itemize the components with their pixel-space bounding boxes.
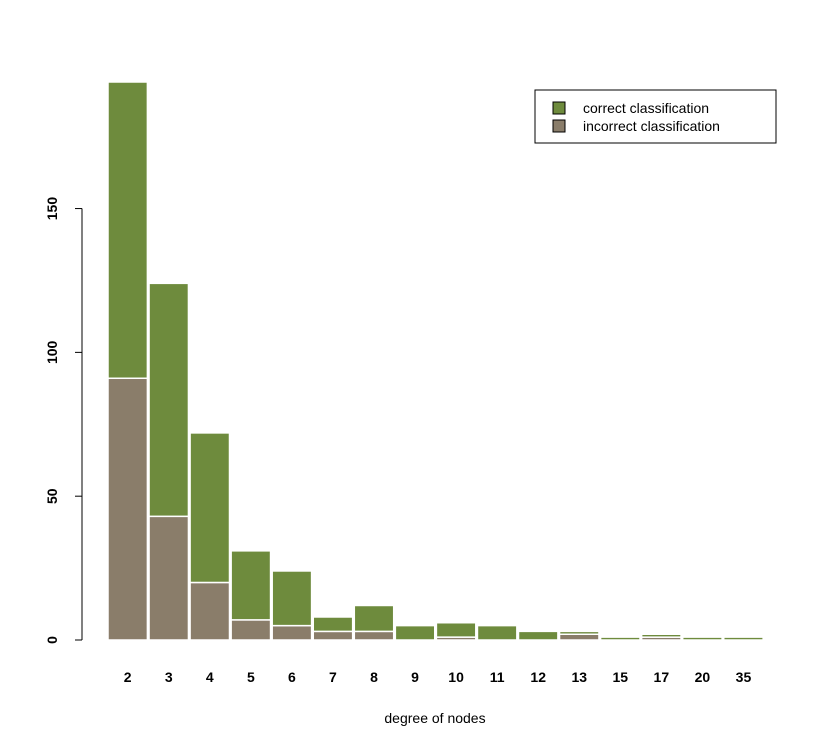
x-tick-label: 5	[247, 669, 255, 685]
bars-group	[107, 81, 764, 641]
bar-incorrect-7	[312, 630, 354, 641]
bar-correct-20	[681, 636, 723, 641]
bar-incorrect-5	[230, 619, 272, 641]
x-tick-label: 6	[288, 669, 296, 685]
bar-correct-13	[558, 630, 600, 635]
bar-correct-2	[107, 81, 149, 380]
bar-incorrect-3	[148, 515, 190, 641]
bar-incorrect-6	[271, 624, 313, 641]
bar-correct-8	[353, 604, 395, 633]
y-tick-label: 100	[44, 340, 60, 364]
bar-correct-4	[189, 432, 231, 584]
x-tick-label: 20	[695, 669, 711, 685]
x-tick-label: 4	[206, 669, 214, 685]
y-tick-label: 50	[44, 488, 60, 504]
bar-correct-11	[476, 624, 518, 641]
x-tick-label: 13	[571, 669, 587, 685]
bar-incorrect-2	[107, 377, 149, 641]
legend-label-incorrect: incorrect classification	[583, 118, 720, 134]
bar-correct-3	[148, 282, 190, 518]
y-ticks: 0 50 100 150	[44, 197, 82, 644]
y-axis: 0 50 100 150	[44, 197, 83, 644]
x-tick-label: 11	[490, 669, 505, 685]
x-tick-label: 17	[654, 669, 670, 685]
x-axis-title: degree of nodes	[384, 710, 485, 726]
legend: correct classification incorrect classif…	[534, 89, 777, 144]
legend-label-correct: correct classification	[583, 100, 709, 116]
x-tick-label: 9	[411, 669, 419, 685]
bar-correct-35	[723, 636, 764, 641]
bar-incorrect-13	[558, 633, 600, 641]
y-tick-label: 150	[44, 197, 60, 221]
bar-correct-5	[230, 550, 272, 621]
bar-correct-15	[599, 636, 641, 641]
x-tick-label: 8	[370, 669, 378, 685]
bar-incorrect-8	[353, 630, 395, 641]
x-tick-label: 12	[530, 669, 546, 685]
legend-swatch-incorrect	[552, 119, 566, 133]
bar-correct-6	[271, 570, 313, 627]
bar-correct-7	[312, 616, 354, 633]
bar-correct-10	[435, 621, 477, 638]
legend-box	[534, 89, 777, 144]
x-tick-label: 2	[124, 669, 132, 685]
bar-correct-17	[640, 633, 682, 638]
x-tick-label: 15	[613, 669, 629, 685]
y-tick-label: 0	[44, 636, 60, 644]
legend-swatch-correct	[552, 101, 566, 115]
bar-correct-12	[517, 630, 559, 641]
x-tick-label: 3	[165, 669, 173, 685]
bar-correct-9	[394, 624, 436, 641]
x-tick-label: 35	[736, 669, 752, 685]
x-tick-labels: 2 3 4 5 6 7 8 9 10 11 12 13 15 17 20 35	[124, 669, 752, 685]
x-tick-label: 10	[448, 669, 464, 685]
bar-incorrect-4	[189, 581, 231, 641]
x-tick-label: 7	[329, 669, 337, 685]
